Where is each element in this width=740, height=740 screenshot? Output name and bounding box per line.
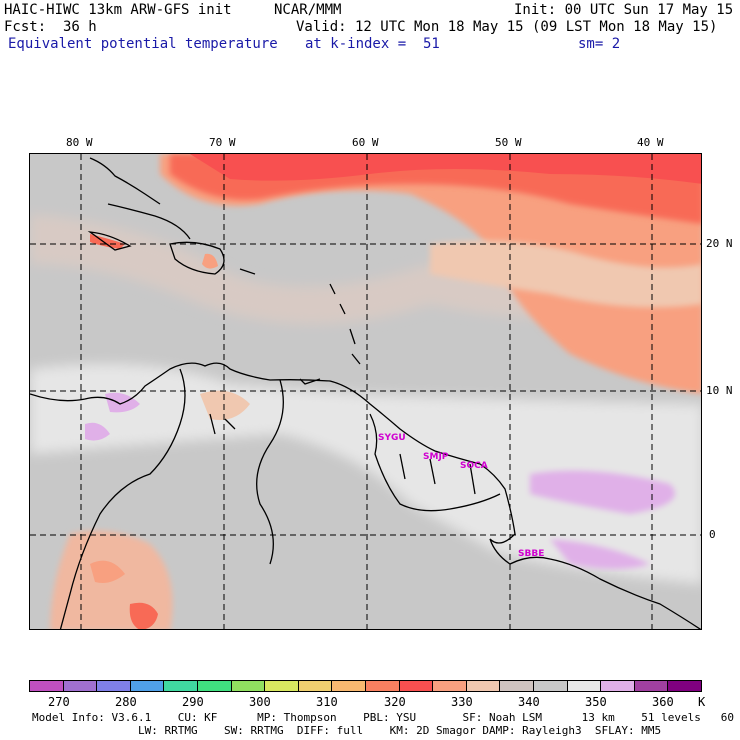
init-time: Init: 00 UTC Sun 17 May 15 [514,2,734,18]
colorbar [29,680,702,692]
lon-label-40w: 40 W [637,136,664,149]
colorbar-swatch [332,681,366,691]
colorbar-swatch [601,681,635,691]
model-info-line2: LW: RRTMG SW: RRTMG DIFF: full KM: 2D Sm… [32,724,662,737]
colorbar-swatch [298,681,333,691]
colorbar-unit: K [698,695,706,709]
org-label: NCAR/MMM [274,2,342,18]
station-sbbe: SBBE [518,549,545,559]
colorbar-swatch [63,681,98,691]
colorbar-label-330: 330 [451,695,473,709]
colorbar-label-300: 300 [249,695,271,709]
colorbar-label-270: 270 [48,695,70,709]
station-soca: SOCA [460,461,488,471]
lon-label-80w: 80 W [66,136,93,149]
valid-time: Valid: 12 UTC Mon 18 May 15 (09 LST Mon … [296,19,718,35]
colorbar-swatch [433,681,467,691]
colorbar-swatch [97,681,131,691]
colorbar-swatch [197,681,232,691]
colorbar-label-280: 280 [115,695,137,709]
lon-label-70w: 70 W [209,136,236,149]
colorbar-label-290: 290 [182,695,204,709]
colorbar-swatch [130,681,165,691]
lon-label-60w: 60 W [352,136,379,149]
colorbar-swatch [500,681,534,691]
colorbar-swatch [164,681,198,691]
colorbar-swatch [466,681,501,691]
colorbar-swatch [30,681,64,691]
lon-label-50w: 50 W [495,136,522,149]
colorbar-swatch [634,681,669,691]
colorbar-label-340: 340 [518,695,540,709]
colorbar-label-320: 320 [384,695,406,709]
colorbar-swatch [668,681,701,691]
model-info-line1: Model Info: V3.6.1 CU: KF MP: Thompson P… [32,711,740,724]
colorbar-swatch [231,681,266,691]
colorbar-label-310: 310 [316,695,338,709]
colorbar-swatch [399,681,434,691]
station-sygu: SYGU [378,433,406,443]
colorbar-label-360: 360 [652,695,674,709]
colorbar-swatch [365,681,400,691]
smoothing-label: sm= 2 [578,36,621,52]
level-label: at k-index = 51 [305,36,440,52]
theta-e-map: SYGU SMJP SOCA SBBE [29,153,702,630]
lat-label-0: 0 [709,528,716,541]
colorbar-swatch [533,681,568,691]
lat-label-20n: 20 N [706,237,733,250]
forecast-hour: Fcst: 36 h [4,19,97,35]
model-title: HAIC-HIWC 13km ARW-GFS init [4,2,232,18]
colorbar-label-350: 350 [585,695,607,709]
colorbar-swatch [265,681,299,691]
station-smjp: SMJP [423,452,449,462]
field-name: Equivalent potential temperature [8,36,278,52]
lat-label-10n: 10 N [706,384,733,397]
map-field [30,154,701,629]
colorbar-swatch [567,681,602,691]
